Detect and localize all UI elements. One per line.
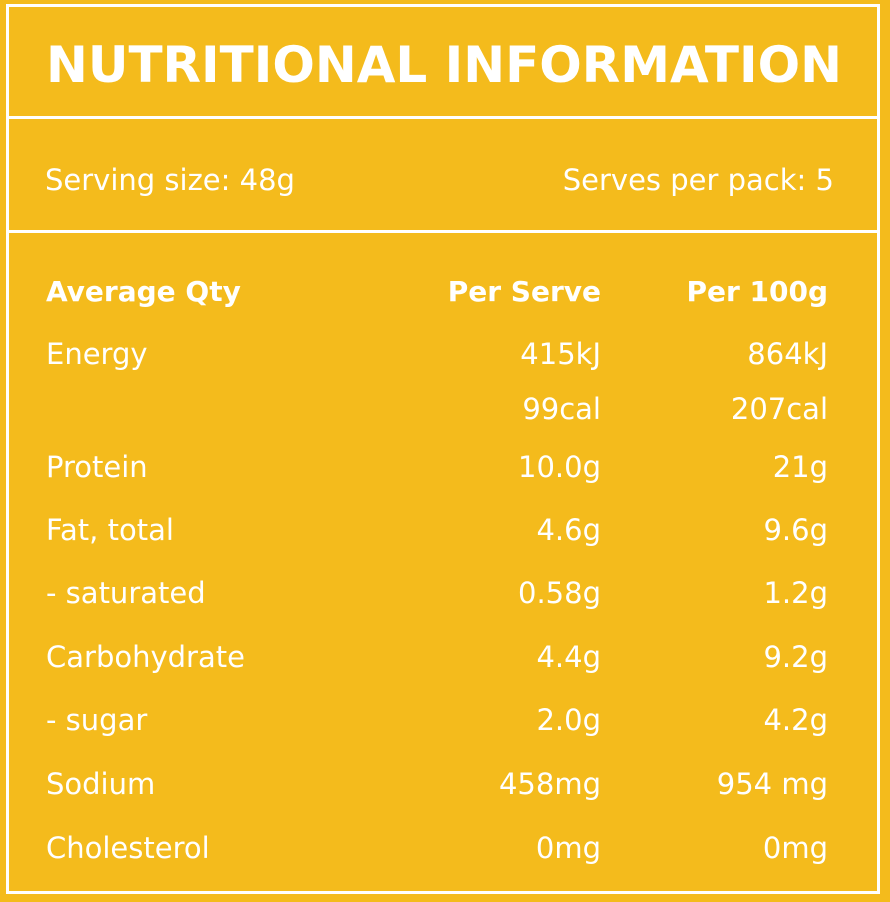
table-row: Fat, total 4.6g 9.6g: [9, 510, 877, 550]
per-100g-value: 21g: [772, 450, 828, 484]
per-serve-value: 458mg: [498, 767, 601, 801]
row-label: Protein: [46, 450, 148, 484]
table-row: Protein 10.0g 21g: [9, 447, 877, 487]
per-serve-value: 0.58g: [518, 576, 601, 610]
per-100g-value: 864kJ: [747, 337, 828, 371]
per-serve-value: 415kJ: [520, 337, 601, 371]
per-100g-value: 0mg: [762, 831, 828, 865]
row-label: Sodium: [46, 767, 156, 801]
per-serve-value: 99cal: [522, 392, 601, 426]
per-100g-value: 1.2g: [763, 576, 828, 610]
table-header: Average Qty Per Serve Per 100g: [9, 272, 877, 312]
per-100g-value: 9.2g: [763, 640, 828, 674]
table-row: Carbohydrate 4.4g 9.2g: [9, 637, 877, 677]
serves-per-pack: Serves per pack: 5: [562, 163, 834, 197]
table-row: Energy 415kJ 864kJ: [9, 334, 877, 374]
header-average-qty: Average Qty: [46, 275, 241, 308]
per-100g-value: 954 mg: [716, 767, 828, 801]
table-row: - saturated 0.58g 1.2g: [9, 573, 877, 613]
per-serve-value: 10.0g: [518, 450, 601, 484]
per-100g-value: 9.6g: [763, 513, 828, 547]
row-label: Fat, total: [46, 513, 174, 547]
nutrition-panel: NUTRITIONAL INFORMATION Serving size: 48…: [6, 4, 880, 894]
title-bar: NUTRITIONAL INFORMATION: [9, 7, 877, 119]
serving-info: Serving size: 48g Serves per pack: 5: [9, 119, 877, 233]
header-per-100g: Per 100g: [686, 275, 828, 308]
row-label: - saturated: [46, 576, 206, 610]
per-serve-value: 4.6g: [536, 513, 601, 547]
table-row: Sodium 458mg 954 mg: [9, 764, 877, 804]
page-title: NUTRITIONAL INFORMATION: [46, 36, 842, 94]
header-per-serve: Per Serve: [447, 275, 601, 308]
row-label: Energy: [46, 337, 148, 371]
table-row: - sugar 2.0g 4.2g: [9, 700, 877, 740]
row-label: - sugar: [46, 703, 148, 737]
serving-size: Serving size: 48g: [45, 163, 295, 197]
nutrition-table: Average Qty Per Serve Per 100g Energy 41…: [9, 233, 877, 891]
per-serve-value: 4.4g: [536, 640, 601, 674]
per-serve-value: 0mg: [535, 831, 601, 865]
per-serve-value: 2.0g: [536, 703, 601, 737]
row-label: Carbohydrate: [46, 640, 245, 674]
table-row: Cholesterol 0mg 0mg: [9, 828, 877, 868]
per-100g-value: 207cal: [730, 392, 828, 426]
table-row: 99cal 207cal: [9, 389, 877, 429]
row-label: Cholesterol: [46, 831, 210, 865]
per-100g-value: 4.2g: [763, 703, 828, 737]
